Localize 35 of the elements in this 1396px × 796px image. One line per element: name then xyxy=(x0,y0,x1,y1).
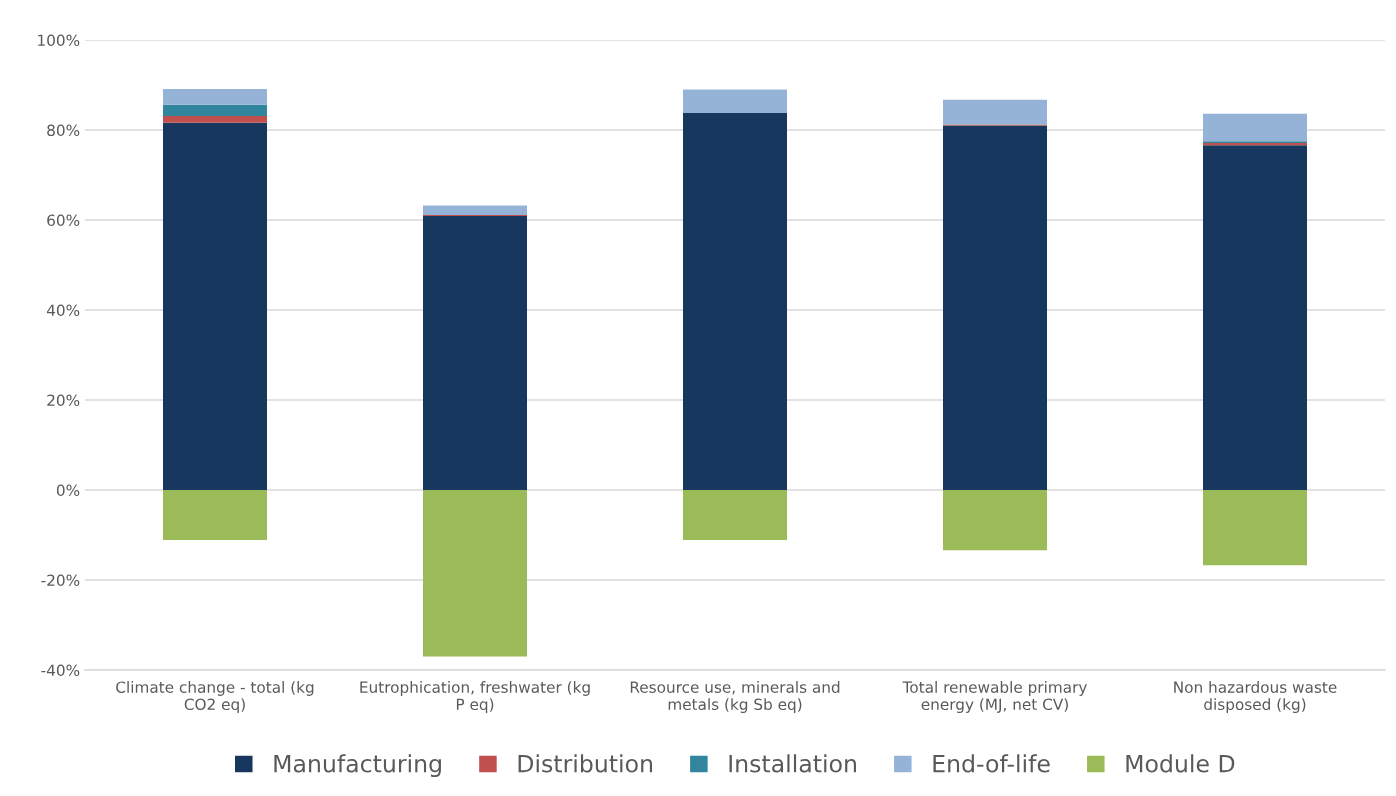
legend-label: Manufacturing xyxy=(274,754,441,778)
x-tick-label: Climate change - total (kg CO2 eq) xyxy=(116,681,314,713)
bar xyxy=(423,215,527,490)
y-tick-label: 100% xyxy=(38,34,80,47)
legend-label: Installation xyxy=(729,754,856,773)
bar xyxy=(943,125,1047,490)
bar xyxy=(683,112,787,490)
x-tick-label: Non hazardous waste disposed (kg) xyxy=(1174,681,1337,713)
x-tick-label: Total renewable primary energy (MJ, net CV) xyxy=(902,681,1087,713)
y-tick-label: 20% xyxy=(47,394,80,407)
bar xyxy=(1203,145,1307,490)
y-tick-label: -20% xyxy=(41,574,80,587)
legend-label: Module D xyxy=(1126,754,1235,773)
y-tick-label: 40% xyxy=(46,304,80,317)
y-tick-label: 60% xyxy=(47,214,80,227)
bar xyxy=(1203,113,1307,142)
bar xyxy=(163,490,267,540)
bar xyxy=(943,99,1047,125)
bar xyxy=(163,116,267,123)
x-tick-label: Resource use, minerals and metals (kg Sb eq) xyxy=(630,681,840,713)
bar xyxy=(163,104,267,117)
legend-label: End-of-life xyxy=(933,754,1050,773)
bar xyxy=(163,89,267,105)
bar xyxy=(683,89,787,113)
legend-label: Distribution xyxy=(518,754,653,773)
bar xyxy=(1203,490,1307,566)
bar xyxy=(683,490,787,540)
y-tick-label: 0% xyxy=(56,484,80,497)
x-tick-label: Eutrophication, freshwater (kg P eq) xyxy=(360,681,590,713)
y-tick-label: 80% xyxy=(47,124,80,137)
bar xyxy=(423,490,527,657)
y-tick-label: -40% xyxy=(41,664,80,677)
bar xyxy=(163,122,267,490)
bar xyxy=(943,490,1047,551)
bar xyxy=(423,205,527,216)
